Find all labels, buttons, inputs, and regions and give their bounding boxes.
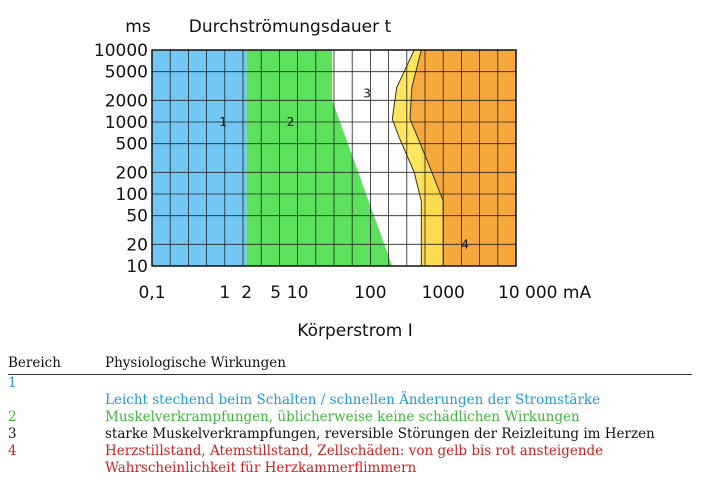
zone-labels: 1 2 3 4: [219, 86, 469, 251]
legend-row-id: 4: [8, 443, 17, 459]
zone-2-area: [246, 50, 393, 266]
y-tick-label: 2000: [105, 91, 148, 111]
zone-1-area: [152, 50, 247, 266]
legend-header-area: Bereich: [8, 355, 61, 371]
plot-frame: [151, 49, 517, 267]
y-tick-label: 5000: [105, 63, 148, 83]
chart-grid: [152, 49, 516, 267]
transition-band-2: [410, 50, 516, 266]
zone-label-3: 3: [363, 86, 371, 100]
x-tick-label: 10 000 mA: [498, 283, 591, 303]
chart-title: Durchströmungsdauer t: [189, 17, 392, 37]
x-axis-label: Körperstrom I: [297, 321, 412, 341]
legend-header: Bereich Physiologische Wirkungen: [8, 355, 692, 375]
x-tick-label: 0,1: [138, 283, 165, 303]
x-tick-label: 1000: [422, 283, 465, 303]
y-tick-label: 200: [116, 163, 148, 183]
legend-row-text: Muskelverkrampfungen, üblicherweise kein…: [105, 409, 580, 425]
legend-header-effects: Physiologische Wirkungen: [105, 355, 286, 371]
y-tick-label: 10000: [94, 41, 148, 61]
legend-row-id: 3: [8, 426, 17, 442]
y-tick-label: 20: [126, 235, 148, 255]
legend-row-3: 3 starke Muskelverkrampfungen, reversibl…: [8, 426, 692, 443]
legend-row-2: 2 Muskelverkrampfungen, üblicherweise ke…: [8, 409, 692, 426]
x-tick-label: 2: [241, 283, 252, 303]
x-tick-label: 10: [287, 283, 309, 303]
x-tick-label: 5: [270, 283, 281, 303]
legend-row-id: 1: [8, 375, 17, 391]
legend-row-text: Herzstillstand, Atemstillstand, Zellschä…: [105, 443, 604, 476]
zone-label-1: 1: [219, 115, 227, 129]
x-tick-labels: 0,1 1 2 5 10 100 1000 10 000 mA: [138, 283, 591, 303]
y-tick-label: 100: [116, 185, 148, 205]
legend-row-1-text: Leicht stechend beim Schalten / schnelle…: [8, 392, 692, 409]
y-tick-label: 50: [126, 207, 148, 227]
legend-row-text: starke Muskelverkrampfungen, reversible …: [105, 426, 655, 442]
y-tick-label: 500: [116, 135, 148, 155]
zone-label-2: 2: [287, 115, 295, 129]
legend-row-4: 4 Herzstillstand, Atemstillstand, Zellsc…: [8, 443, 692, 477]
legend-row-1: 1: [8, 375, 692, 392]
legend-row-id: 2: [8, 409, 17, 425]
boundary-curve-1: [391, 49, 422, 266]
zone-label-4: 4: [461, 237, 469, 251]
x-tick-label: 1: [219, 283, 230, 303]
y-tick-label: 10: [126, 257, 148, 277]
y-unit-label: ms: [125, 17, 151, 37]
x-tick-label: 100: [354, 283, 386, 303]
legend-table: Bereich Physiologische Wirkungen 1 Leich…: [8, 355, 692, 477]
legend-row-text: Leicht stechend beim Schalten / schnelle…: [105, 392, 601, 408]
y-tick-label: 1000: [105, 113, 148, 133]
